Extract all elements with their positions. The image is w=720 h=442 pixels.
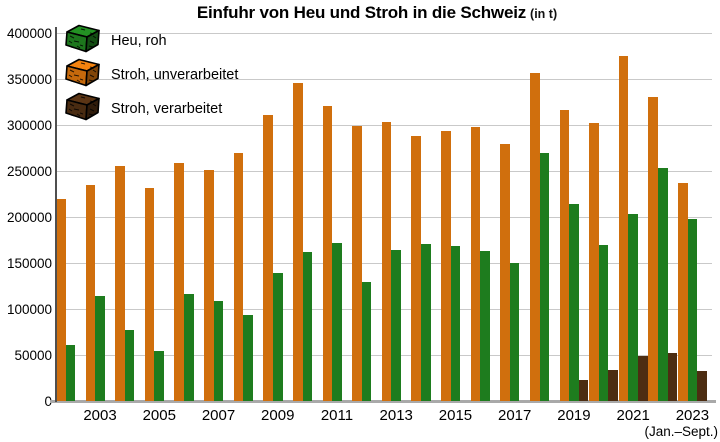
bar-heu-roh-2014 — [421, 243, 431, 401]
bar-stroh-unverarbeitet-2009 — [263, 114, 273, 401]
bar-heu-roh-2008 — [243, 315, 253, 401]
legend-item-stroh-verarbeitet: Stroh, verarbeitet — [62, 92, 238, 126]
x-axis-line — [50, 400, 716, 403]
y-axis-label: 0 — [44, 393, 52, 409]
bar-stroh-unverarbeitet-2007 — [204, 170, 214, 401]
bar-heu-roh-2023 — [687, 218, 698, 401]
bar-heu-roh-2019 — [569, 204, 579, 401]
bar-stroh-verarbeitet-2021 — [637, 355, 648, 401]
x-axis-label: 2023 — [675, 407, 710, 424]
plot-area — [56, 33, 712, 401]
bar-stroh-unverarbeitet-2013 — [381, 122, 392, 401]
bar-stroh-verarbeitet-2023 — [697, 370, 707, 401]
bar-stroh-verarbeitet-2019 — [578, 379, 589, 401]
bar-stroh-unverarbeitet-2005 — [144, 188, 155, 401]
bar-heu-roh-2005 — [154, 351, 165, 401]
bar-stroh-verarbeitet-2020 — [608, 369, 618, 401]
legend-label: Heu, roh — [111, 33, 167, 49]
legend-label: Stroh, verarbeitet — [111, 101, 223, 117]
y-axis-label: 300000 — [6, 117, 52, 133]
legend-label: Stroh, unverarbeitet — [111, 67, 239, 83]
page-title: Einfuhr von Heu und Stroh in die Schweiz… — [0, 3, 720, 23]
bar-heu-roh-2015 — [450, 246, 461, 401]
hay-bale-icon — [62, 57, 102, 93]
bar-heu-roh-2017 — [509, 262, 520, 401]
chart-title-unit: (in t) — [530, 7, 558, 21]
chart-title: Einfuhr von Heu und Stroh in die Schweiz — [196, 3, 527, 22]
legend-item-stroh-unverarbeitet: Stroh, unverarbeitet — [62, 58, 238, 92]
y-axis-label: 100000 — [6, 301, 52, 317]
x-axis-footnote: (Jan.–Sept.) — [644, 424, 718, 439]
y-axis-label: 350000 — [6, 71, 52, 87]
x-axis-label: 2019 — [557, 407, 591, 424]
bar-stroh-unverarbeitet-2022 — [648, 97, 658, 401]
bar-stroh-unverarbeitet-2017 — [500, 144, 510, 401]
y-axis-label: 250000 — [6, 163, 52, 179]
bar-heu-roh-2006 — [184, 294, 194, 401]
chart-legend: Heu, roh Stroh, unverarbeitet Stroh, verar… — [62, 24, 238, 126]
bar-heu-roh-2003 — [95, 296, 105, 401]
legend-item-heu-roh: Heu, roh — [62, 24, 238, 58]
bar-stroh-unverarbeitet-2019 — [559, 110, 570, 401]
bar-stroh-unverarbeitet-2015 — [441, 131, 451, 401]
x-axis-label: 2013 — [379, 407, 413, 424]
y-axis-label: 400000 — [6, 25, 52, 41]
bar-stroh-unverarbeitet-2023 — [678, 182, 688, 401]
bar-stroh-unverarbeitet-2020 — [589, 123, 599, 401]
bar-stroh-unverarbeitet-2006 — [174, 162, 185, 401]
x-axis-label: 2005 — [142, 407, 176, 424]
gridline — [57, 33, 712, 34]
bar-heu-roh-2010 — [302, 251, 313, 401]
y-axis-label: 150000 — [6, 255, 52, 271]
bar-heu-roh-2022 — [658, 168, 668, 401]
y-axis-label: 200000 — [6, 209, 52, 225]
bar-heu-roh-2002 — [65, 344, 76, 401]
x-axis-label: 2007 — [201, 407, 236, 424]
bar-heu-roh-2013 — [391, 250, 401, 401]
bar-stroh-verarbeitet-2022 — [667, 353, 678, 401]
x-axis-label: 2011 — [320, 407, 354, 424]
bar-heu-roh-2020 — [598, 245, 609, 401]
bar-heu-roh-2007 — [213, 300, 224, 401]
bar-heu-roh-2009 — [272, 273, 283, 401]
bar-heu-roh-2021 — [628, 214, 638, 401]
bar-heu-roh-2011 — [332, 242, 342, 401]
bar-stroh-unverarbeitet-2011 — [322, 105, 333, 401]
bar-stroh-unverarbeitet-2010 — [292, 82, 303, 401]
x-axis-label: 2015 — [438, 407, 473, 424]
x-axis-label: 2021 — [616, 407, 650, 424]
y-axis-label: 50000 — [14, 347, 52, 363]
bar-stroh-unverarbeitet-2021 — [618, 55, 629, 401]
hay-bale-icon — [62, 91, 102, 127]
gridline — [57, 79, 712, 80]
hay-bale-icon — [62, 23, 102, 59]
bar-heu-roh-2018 — [539, 152, 550, 401]
y-axis-line — [55, 27, 57, 402]
x-axis-label: 2017 — [498, 407, 532, 424]
bar-stroh-unverarbeitet-2008 — [233, 153, 244, 401]
bar-heu-roh-2012 — [361, 282, 372, 401]
x-axis-label: 2003 — [83, 407, 117, 424]
bar-heu-roh-2004 — [124, 330, 135, 401]
bar-stroh-unverarbeitet-2018 — [529, 73, 540, 401]
bar-stroh-unverarbeitet-2012 — [352, 125, 362, 401]
bar-stroh-unverarbeitet-2004 — [115, 166, 125, 401]
bar-stroh-unverarbeitet-2003 — [85, 184, 96, 401]
bar-stroh-unverarbeitet-2014 — [411, 135, 422, 401]
bar-stroh-unverarbeitet-2002 — [56, 198, 66, 401]
bar-heu-roh-2016 — [480, 250, 490, 401]
bar-stroh-unverarbeitet-2016 — [470, 126, 481, 401]
x-axis-label: 2009 — [261, 407, 295, 424]
